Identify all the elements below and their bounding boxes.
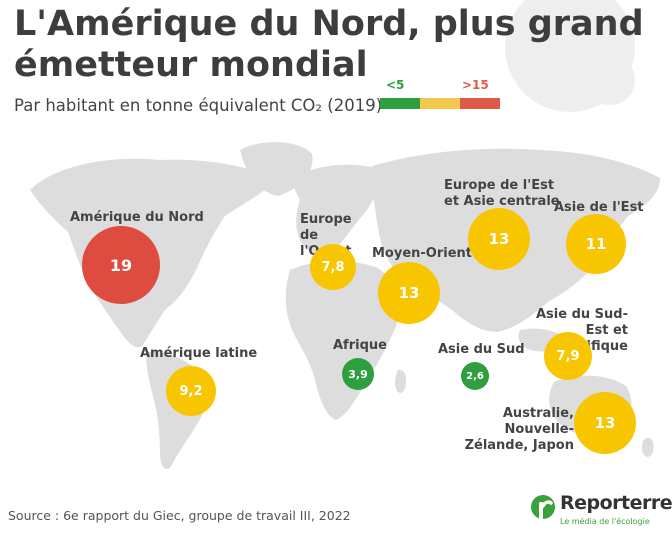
brand-tagline: Le média de l'écologie xyxy=(560,517,650,526)
reporterre-logo-icon xyxy=(531,495,555,522)
brand-name: Reporterre xyxy=(560,492,672,514)
legend-low-label: <5 xyxy=(386,78,405,92)
bubble-north-america: 19 xyxy=(82,226,160,304)
bubble-south-asia: 2,6 xyxy=(461,362,489,390)
region-label-south-asia: Asie du Sud xyxy=(438,342,525,357)
legend-high-label: >15 xyxy=(462,78,489,92)
africa-shape xyxy=(285,260,400,420)
bubble-eastern-europe-central-asia: 13 xyxy=(468,208,530,270)
title-line-2: émetteur mondial xyxy=(14,45,368,85)
brand-logo: Reporterre Le média de l'écologie xyxy=(528,492,672,532)
subtitle: Par habitant en tonne équivalent CO₂ (20… xyxy=(14,96,383,115)
bubble-africa: 3,9 xyxy=(342,358,374,390)
bubble-latin-america: 9,2 xyxy=(166,366,216,416)
page-title: L'Amérique du Nord, plus grand émetteur … xyxy=(14,4,654,86)
bubble-east-asia: 11 xyxy=(566,214,626,274)
madagascar-shape xyxy=(395,369,407,393)
legend-high-swatch xyxy=(460,98,500,109)
title-line-1: L'Amérique du Nord, plus grand xyxy=(14,4,644,44)
bubble-australia-nz-japan: 13 xyxy=(574,392,636,454)
new-zealand-shape xyxy=(642,437,654,457)
color-legend: <5 >15 xyxy=(380,78,500,118)
bubble-western-europe: 7,8 xyxy=(310,244,356,290)
region-label-australia-nz-japan: Australie, Nouvelle-Zélande, Japon xyxy=(462,406,574,454)
region-label-north-america: Amérique du Nord xyxy=(70,210,204,225)
region-label-middle-east: Moyen-Orient xyxy=(372,246,473,261)
region-label-latin-america: Amérique latine xyxy=(140,346,258,361)
bubble-middle-east: 13 xyxy=(378,262,440,324)
region-label-africa: Afrique xyxy=(333,338,387,353)
region-label-east-asia: Asie de l'Est xyxy=(554,200,644,215)
region-label-eastern-europe-central-asia: Europe de l'Est et Asie centrale xyxy=(444,178,564,210)
source-note: Source : 6e rapport du Giec, groupe de t… xyxy=(8,508,351,523)
europe-shape xyxy=(292,164,379,255)
bubble-southeast-asia-pacific: 7,9 xyxy=(544,332,592,380)
region-label-australia-nz-japan-text: Australie, Nouvelle-Zélande, Japon xyxy=(464,406,574,453)
background-circle xyxy=(585,55,635,105)
legend-low-swatch xyxy=(380,98,420,109)
region-label-eastern-europe-central-asia-text: Europe de l'Est et Asie centrale xyxy=(444,178,560,209)
legend-mid-swatch xyxy=(420,98,460,109)
